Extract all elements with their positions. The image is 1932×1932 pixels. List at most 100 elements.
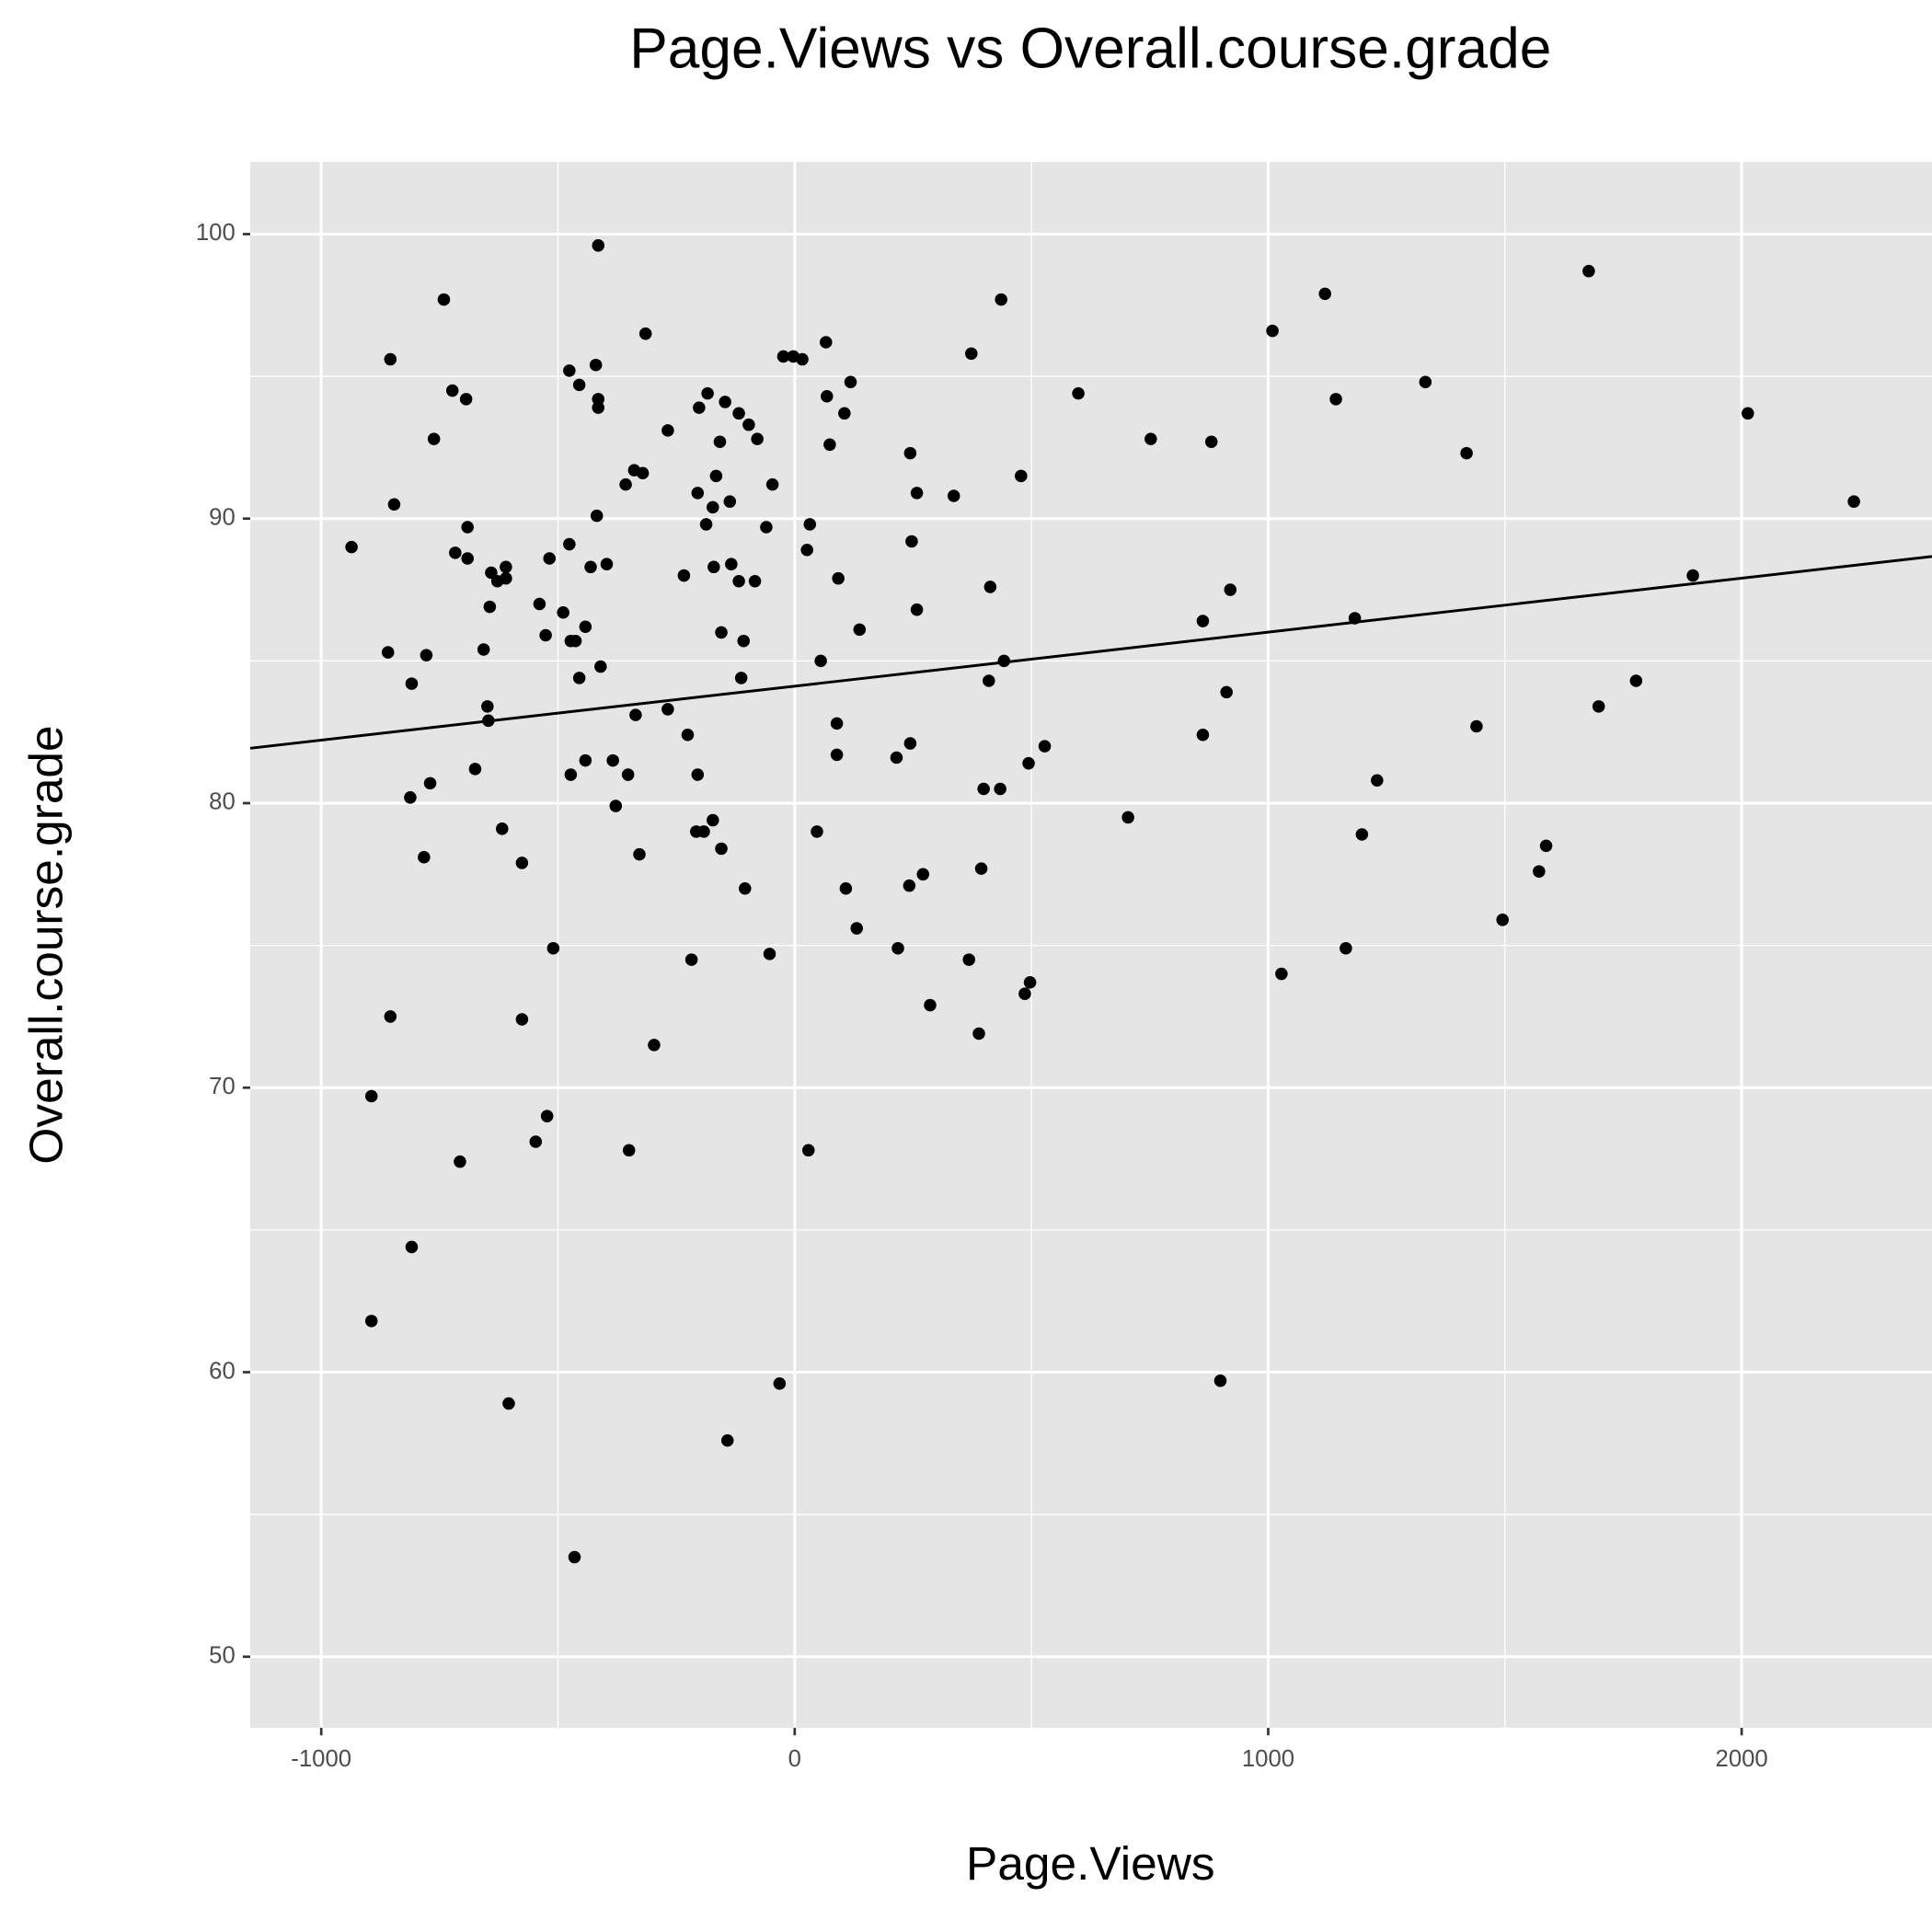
point [903, 446, 917, 460]
point [1742, 407, 1754, 420]
x-tick-label: 1000 [1242, 1746, 1294, 1772]
point [697, 825, 710, 838]
point [661, 424, 674, 437]
point [1220, 685, 1233, 699]
point [691, 487, 705, 500]
point [748, 574, 762, 588]
point [502, 1397, 515, 1410]
point [713, 435, 727, 448]
point [890, 751, 903, 765]
point [606, 753, 619, 767]
point [1582, 264, 1595, 278]
point [681, 728, 695, 742]
point [773, 1377, 787, 1390]
point [477, 643, 490, 656]
point [648, 1039, 661, 1052]
point [947, 489, 960, 502]
point [459, 393, 473, 406]
point [619, 477, 632, 491]
point [387, 498, 401, 512]
point [636, 466, 650, 480]
point [910, 487, 924, 500]
point [732, 574, 745, 588]
point [461, 552, 474, 565]
point [751, 432, 764, 445]
point [699, 518, 713, 531]
point [972, 1027, 985, 1041]
point [594, 660, 607, 673]
trend-line [249, 555, 1932, 750]
point [345, 540, 358, 554]
point [418, 850, 431, 864]
point [693, 401, 706, 414]
point [734, 672, 748, 684]
point [924, 998, 937, 1012]
point [737, 634, 750, 648]
point [715, 842, 728, 856]
point [579, 753, 592, 767]
point [994, 782, 1006, 796]
point [1470, 719, 1483, 733]
point [709, 469, 723, 483]
point [715, 626, 728, 639]
point [405, 1240, 419, 1254]
point [483, 600, 497, 614]
point [905, 535, 918, 548]
point [1592, 700, 1605, 713]
point [557, 606, 569, 619]
point [853, 623, 867, 637]
point [569, 634, 582, 648]
point [903, 879, 916, 892]
y-tick-label: 90 [209, 505, 236, 531]
point [720, 1433, 734, 1447]
point [638, 327, 652, 340]
point [995, 293, 1007, 306]
point [684, 953, 698, 966]
x-tick-label: 2000 [1716, 1746, 1768, 1772]
point [916, 868, 930, 881]
point [404, 791, 417, 804]
point [1266, 324, 1279, 338]
point [803, 518, 817, 531]
point [592, 401, 605, 414]
point [760, 521, 773, 534]
point [461, 521, 474, 534]
point [592, 393, 605, 406]
x-tick-label: -1000 [291, 1746, 351, 1772]
x-tick-label: 0 [788, 1746, 801, 1772]
y-tick-label: 80 [209, 789, 236, 815]
point [801, 1144, 815, 1157]
point [500, 571, 512, 585]
grid [249, 161, 1932, 1729]
point [445, 384, 459, 397]
point [962, 953, 975, 966]
chart-title: Page.Views vs Overall.course.grade [629, 17, 1551, 80]
point [1340, 941, 1352, 955]
point [723, 495, 737, 508]
point [589, 358, 603, 372]
point [592, 239, 605, 252]
point [719, 396, 731, 408]
point [563, 537, 576, 551]
point [449, 546, 462, 559]
point [1329, 393, 1342, 406]
point [584, 560, 597, 574]
point [838, 407, 851, 420]
point [707, 560, 720, 574]
point [820, 336, 833, 349]
point [739, 881, 752, 895]
point [677, 569, 691, 582]
y-axis-title: Overall.course.grade [19, 725, 73, 1164]
point [381, 646, 395, 659]
point [742, 418, 755, 431]
point [903, 737, 917, 750]
point [732, 407, 745, 420]
point [427, 432, 441, 445]
point [633, 847, 646, 861]
point [1629, 674, 1643, 687]
point [405, 677, 419, 690]
point [910, 603, 924, 616]
point [1539, 839, 1553, 853]
point [384, 352, 397, 366]
